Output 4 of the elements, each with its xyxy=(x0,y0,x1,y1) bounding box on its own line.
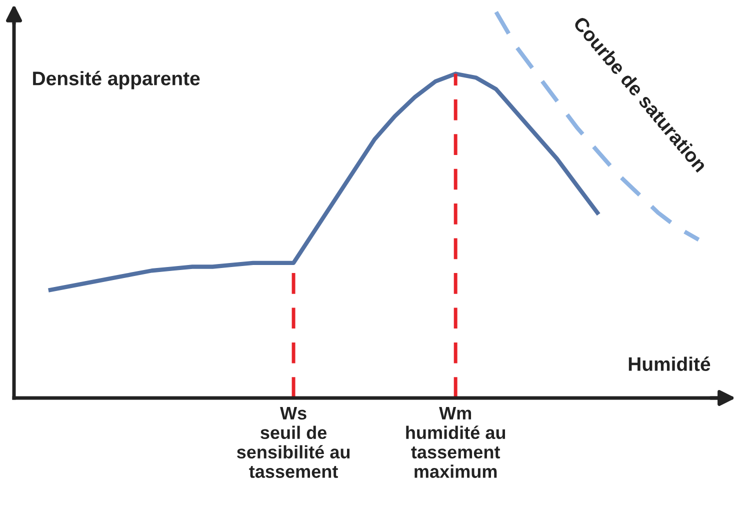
x-tick-label: Wm humidité au tassement maximum xyxy=(406,406,506,478)
y-axis-title: Densité apparente xyxy=(33,70,200,90)
x-tick-label: Ws seuil de sensibilité au tassement xyxy=(236,406,350,478)
x-axis-title: Humidité xyxy=(628,356,710,371)
